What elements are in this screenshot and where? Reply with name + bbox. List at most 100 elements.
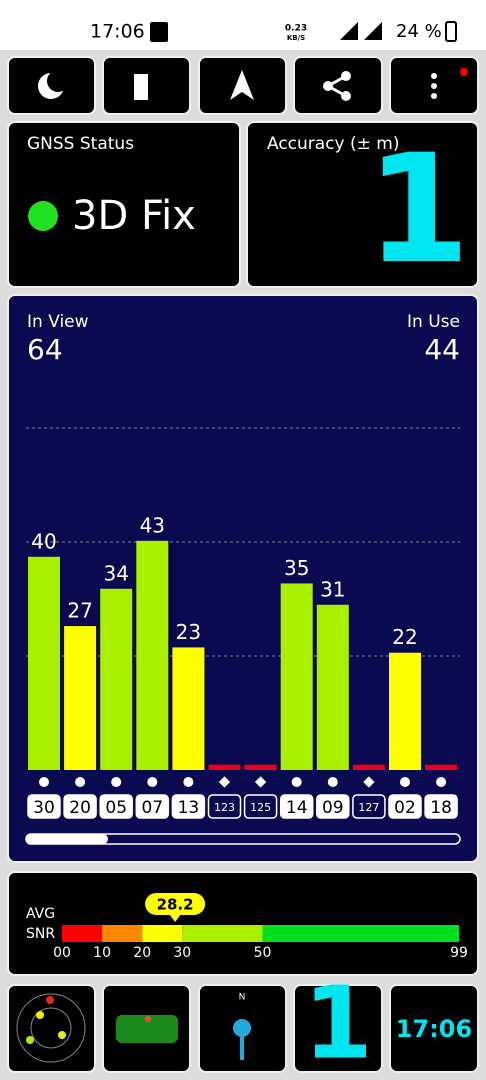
clock-button[interactable] xyxy=(389,984,479,1073)
snr-band xyxy=(262,925,459,942)
snr-tick-label: 50 xyxy=(254,945,272,961)
snr-tick-label: 00 xyxy=(53,945,71,961)
snr-bar xyxy=(389,652,421,770)
snr-band xyxy=(102,925,143,942)
sat-marker xyxy=(183,777,194,787)
bottom-row: N 1 17:06 xyxy=(7,964,479,1080)
sat-marker xyxy=(147,777,158,787)
sat-marker xyxy=(75,777,86,787)
sat-marker xyxy=(400,777,410,787)
compass-n: N xyxy=(239,993,246,1003)
signal-icon xyxy=(364,22,382,40)
battery-text: 24 % xyxy=(396,21,442,42)
snr-tick-label: 10 xyxy=(93,945,111,961)
battery-icon xyxy=(445,21,457,42)
sat-marker xyxy=(291,777,302,787)
net-speed: 0.23 xyxy=(285,24,307,34)
in-view-value: 64 xyxy=(27,333,63,366)
radar-dot xyxy=(46,996,54,1004)
snr-bar xyxy=(208,764,241,770)
gnss-title: GNSS Status xyxy=(27,134,134,154)
clock: 17:06 xyxy=(396,1015,472,1043)
sat-id-box xyxy=(352,794,386,819)
fix-count: 1 xyxy=(303,964,373,1080)
snr-band xyxy=(62,925,103,942)
sat-id: 18 xyxy=(430,798,452,818)
fix-count-button[interactable] xyxy=(293,984,383,1073)
sat-id-box xyxy=(207,794,242,819)
sat-id: 13 xyxy=(178,798,200,818)
snr-bar xyxy=(425,764,458,770)
sat-marker xyxy=(254,776,267,788)
sat-id: 09 xyxy=(322,798,344,818)
status-time: 17:06 xyxy=(90,21,145,43)
accuracy-value: 1 xyxy=(366,123,470,297)
sat-id-box xyxy=(243,794,278,819)
compass-needle xyxy=(240,1035,244,1060)
sat-id: 14 xyxy=(286,798,308,818)
sat-id: 123 xyxy=(214,801,235,814)
snr-bar xyxy=(316,604,349,770)
avg-marker-box xyxy=(145,893,206,915)
compass-needle xyxy=(233,1019,251,1037)
in-use-value: 44 xyxy=(424,333,460,366)
arrow-icon xyxy=(230,70,254,100)
toolbar xyxy=(7,56,479,115)
sat-marker xyxy=(218,776,231,788)
world-map xyxy=(116,1015,178,1043)
sat-id: 20 xyxy=(69,798,91,818)
snr-label: 27 xyxy=(67,599,92,623)
moon-cut xyxy=(47,70,69,92)
scroll-thumb[interactable] xyxy=(26,834,108,844)
sat-id-box xyxy=(171,794,206,819)
snr-bar xyxy=(244,764,277,770)
accuracy-title: Accuracy (± m) xyxy=(267,134,400,154)
snr-tick-label: 20 xyxy=(133,945,151,961)
gnss-panel xyxy=(7,121,241,288)
status-bar xyxy=(0,0,486,50)
snr-bar xyxy=(136,540,169,770)
net-unit: KB/S xyxy=(287,34,305,42)
radar-ring xyxy=(16,993,86,1063)
menu-dot xyxy=(431,83,437,89)
fix-indicator xyxy=(28,201,58,231)
radar-dot xyxy=(58,1031,66,1039)
sat-id-box xyxy=(135,794,170,819)
satellite-panel xyxy=(7,294,479,863)
snr-label: 35 xyxy=(284,556,309,580)
radar-dot xyxy=(26,1036,34,1044)
snr-bar xyxy=(100,588,133,770)
sat-marker xyxy=(327,777,338,787)
avg-label: AVG xyxy=(26,906,55,922)
snr-panel xyxy=(7,871,479,976)
snr-band xyxy=(142,925,183,942)
person-icon xyxy=(134,74,148,100)
sat-id-box xyxy=(27,794,61,819)
snr-label: 22 xyxy=(392,625,417,649)
sat-id-box xyxy=(63,794,97,819)
sat-marker xyxy=(39,777,49,787)
snr-label: 40 xyxy=(31,529,56,553)
map-location xyxy=(145,1016,151,1022)
snr-label: 31 xyxy=(320,577,345,601)
radar-button[interactable] xyxy=(7,984,96,1073)
sat-id-box xyxy=(279,794,314,819)
menu-badge xyxy=(460,68,468,76)
snr-label: 43 xyxy=(140,513,165,537)
in-use-label: In Use xyxy=(407,312,460,332)
notification-icon xyxy=(150,22,168,42)
snr-bar xyxy=(352,764,385,770)
signal-icon xyxy=(340,22,358,40)
snr-label: 23 xyxy=(176,620,201,644)
sat-id-box xyxy=(388,794,422,819)
accuracy-panel xyxy=(246,121,479,288)
share-button[interactable] xyxy=(293,56,383,115)
sat-id: 30 xyxy=(33,798,55,818)
sat-id: 127 xyxy=(358,801,379,814)
sat-id: 125 xyxy=(250,801,271,814)
in-view-label: In View xyxy=(27,312,89,332)
sat-id: 02 xyxy=(394,798,416,818)
sat-id-box xyxy=(99,794,133,819)
